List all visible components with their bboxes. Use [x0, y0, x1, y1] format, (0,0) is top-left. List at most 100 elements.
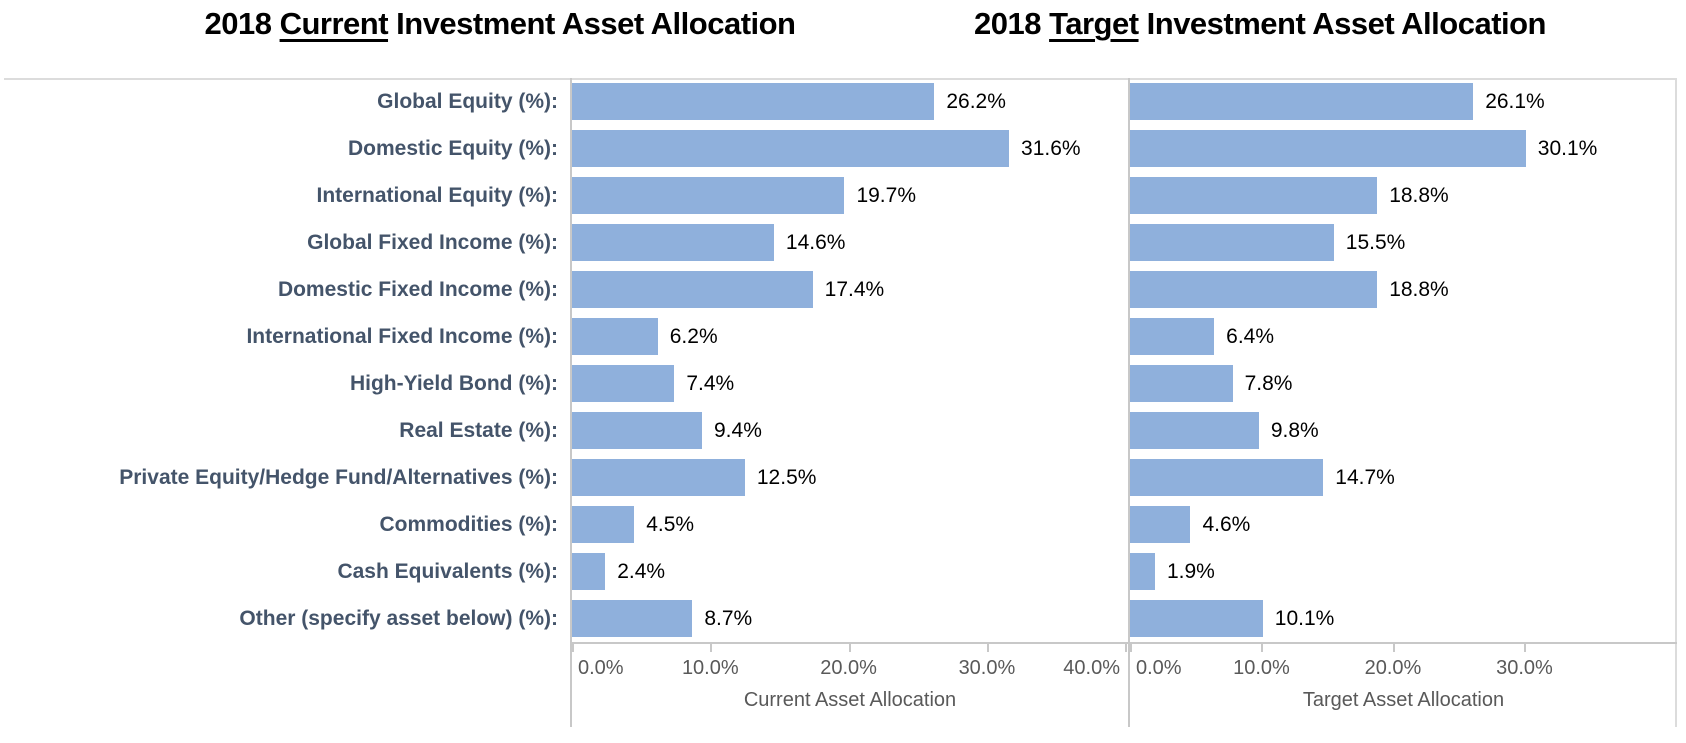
bar-row: 14.7% — [1130, 454, 1677, 501]
bar-value-label: 7.8% — [1244, 371, 1293, 395]
bar-value-label: 26.1% — [1485, 89, 1545, 113]
category-label: Domestic Equity (%): — [347, 136, 558, 160]
target-title-underlined-word: Target — [1049, 6, 1139, 41]
bar-value-label: 12.5% — [756, 465, 817, 489]
axis-tick-label: 10.0% — [1233, 657, 1290, 679]
target-title-prefix: 2018 — [974, 6, 1050, 41]
current-bar — [572, 459, 745, 496]
axis-tick — [1125, 642, 1128, 652]
target-bar — [1130, 271, 1378, 308]
target-axis-title: Target Asset Allocation — [1302, 689, 1505, 711]
current-bar — [572, 83, 935, 120]
category-labels-column: Global Equity (%): Domestic Equity (%): In… — [0, 78, 558, 642]
bar-row: 7.8% — [1130, 360, 1677, 407]
bar-row: 26.2% — [572, 78, 1128, 125]
current-axis-title: Current Asset Allocation — [743, 689, 957, 711]
target-bar — [1130, 506, 1191, 543]
current-bar — [572, 600, 693, 637]
current-chart-plot: 26.2% 31.6% 19.7% 14.6% 17.4% 6.2% 7.4% 9.4% 12.… — [572, 78, 1128, 642]
category-label: Cash Equivalents (%): — [337, 559, 558, 583]
axis-tick — [1261, 642, 1264, 652]
current-bar — [572, 365, 675, 402]
target-bar — [1130, 83, 1474, 120]
axis-tick-label: 20.0% — [1364, 657, 1422, 679]
category-label: Other (specify asset below) (%): — [239, 606, 558, 630]
target-bar — [1130, 177, 1378, 214]
bar-value-label: 4.6% — [1202, 512, 1251, 536]
current-bar — [572, 130, 1010, 167]
target-chart-x-axis: 0.0% 10.0% 20.0% 30.0% Target Asset Allocati… — [1130, 642, 1677, 722]
current-bar — [572, 506, 635, 543]
target-bar — [1130, 459, 1324, 496]
target-bar — [1130, 224, 1334, 261]
bar-row: 1.9% — [1130, 548, 1677, 595]
bar-value-label: 1.9% — [1166, 559, 1215, 583]
bar-value-label: 31.6% — [1021, 136, 1081, 160]
category-label: International Equity (%): — [316, 183, 559, 207]
current-chart-title: 2018 Current Investment Asset Allocation — [0, 6, 1000, 42]
bar-value-label: 6.4% — [1226, 324, 1275, 348]
axis-tick-label: 20.0% — [820, 657, 877, 679]
bar-value-label: 2.4% — [617, 559, 666, 583]
target-bar — [1130, 365, 1233, 402]
category-label: International Fixed Income (%): — [246, 324, 558, 348]
target-bar — [1130, 600, 1263, 637]
target-chart-title: 2018 Target Investment Asset Allocation — [930, 6, 1590, 42]
axis-tick-label: 0.0% — [1136, 657, 1182, 679]
axis-tick — [1524, 642, 1527, 652]
bar-row: 7.4% — [572, 360, 1128, 407]
category-label: Commodities (%): — [379, 512, 559, 536]
bar-value-label: 15.5% — [1345, 230, 1406, 254]
target-bar — [1130, 318, 1215, 355]
axis-tick — [710, 642, 713, 652]
bar-row: 30.1% — [1130, 125, 1677, 172]
bar-row: 31.6% — [572, 125, 1128, 172]
category-label: Global Equity (%): — [377, 89, 558, 113]
bar-row: 6.4% — [1130, 313, 1677, 360]
target-bar — [1130, 553, 1155, 590]
bar-row: 2.4% — [572, 548, 1128, 595]
bar-value-label: 9.4% — [714, 418, 762, 442]
axis-tick — [848, 642, 851, 652]
bar-value-label: 18.8% — [1389, 183, 1449, 207]
bar-row: 14.6% — [572, 219, 1128, 266]
axis-tick — [1130, 642, 1132, 652]
bar-row: 9.4% — [572, 407, 1128, 454]
bar-value-label: 17.4% — [824, 277, 885, 301]
target-title-suffix: Investment Asset Allocation — [1138, 6, 1547, 41]
target-chart-category-axis-line — [1128, 78, 1130, 727]
current-title-suffix: Investment Asset Allocation — [388, 6, 796, 41]
axis-tick-label: 30.0% — [958, 657, 1016, 679]
value-axis-baseline — [570, 642, 1677, 644]
category-label: High-Yield Bond (%): — [349, 371, 558, 395]
bar-row: 4.5% — [572, 501, 1128, 548]
current-title-prefix: 2018 — [204, 6, 280, 41]
category-label: Domestic Fixed Income (%): — [277, 277, 558, 301]
current-bar — [572, 224, 774, 261]
bar-row: 10.1% — [1130, 595, 1677, 642]
bar-row: 26.1% — [1130, 78, 1677, 125]
target-bar — [1130, 130, 1526, 167]
bar-row: 12.5% — [572, 454, 1128, 501]
bar-row: 6.2% — [572, 313, 1128, 360]
current-bar — [572, 177, 845, 214]
axis-tick-label: 40.0% — [1063, 657, 1120, 679]
current-chart-x-axis: 0.0% 10.0% 20.0% 30.0% 40.0% Current Asset Al… — [572, 642, 1128, 722]
bar-row: 19.7% — [572, 172, 1128, 219]
bar-value-label: 8.7% — [704, 606, 753, 630]
axis-tick-label: 10.0% — [681, 657, 739, 679]
bar-value-label: 14.7% — [1335, 465, 1395, 489]
current-chart-category-axis-line — [570, 78, 572, 727]
bar-row: 8.7% — [572, 595, 1128, 642]
category-label: Private Equity/Hedge Fund/Alternatives (… — [119, 465, 558, 489]
bar-row: 17.4% — [572, 266, 1128, 313]
bar-row: 4.6% — [1130, 501, 1677, 548]
bar-value-label: 14.6% — [785, 230, 846, 254]
current-bar — [572, 318, 658, 355]
bar-row: 18.8% — [1130, 172, 1677, 219]
axis-tick — [1392, 642, 1395, 652]
target-bar — [1130, 412, 1259, 449]
axis-tick — [572, 642, 574, 652]
bar-value-label: 18.8% — [1389, 277, 1449, 301]
